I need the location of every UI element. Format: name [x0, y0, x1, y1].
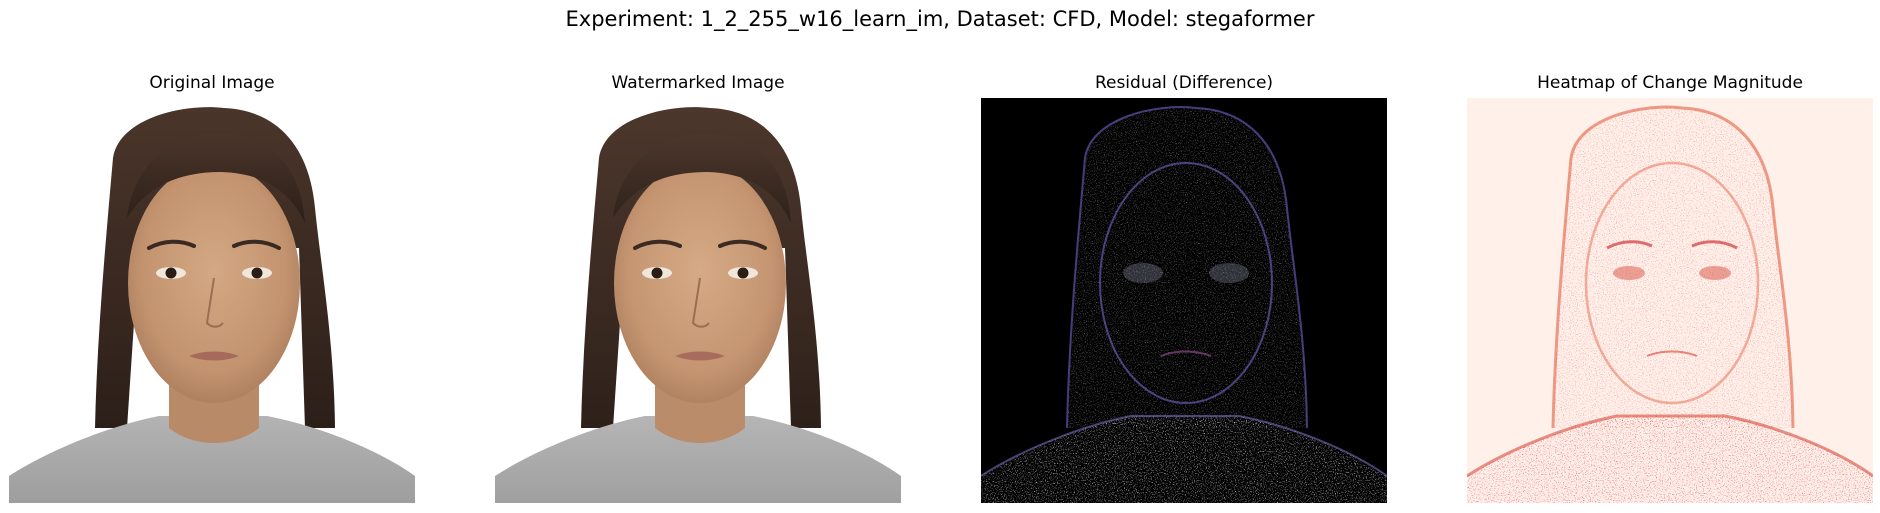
panel-heatmap: Heatmap of Change Magnitude — [1467, 0, 1873, 513]
panel-original: Original Image — [9, 0, 415, 513]
panel-title-residual: Residual (Difference) — [1094, 73, 1274, 93]
heatmap-image — [1467, 98, 1873, 503]
panel-title-heatmap: Heatmap of Change Magnitude — [1537, 73, 1803, 93]
figure-suptitle: Experiment: 1_2_255_w16_learn_im, Datase… — [565, 7, 1315, 31]
panel-watermarked: Watermarked Image — [495, 0, 901, 513]
original-image — [9, 98, 415, 503]
residual-image — [981, 98, 1387, 503]
panel-title-original: Original Image — [149, 73, 275, 93]
watermarked-image — [495, 98, 901, 503]
panel-residual: Residual (Difference) — [981, 0, 1387, 513]
panel-title-watermarked: Watermarked Image — [611, 73, 785, 93]
